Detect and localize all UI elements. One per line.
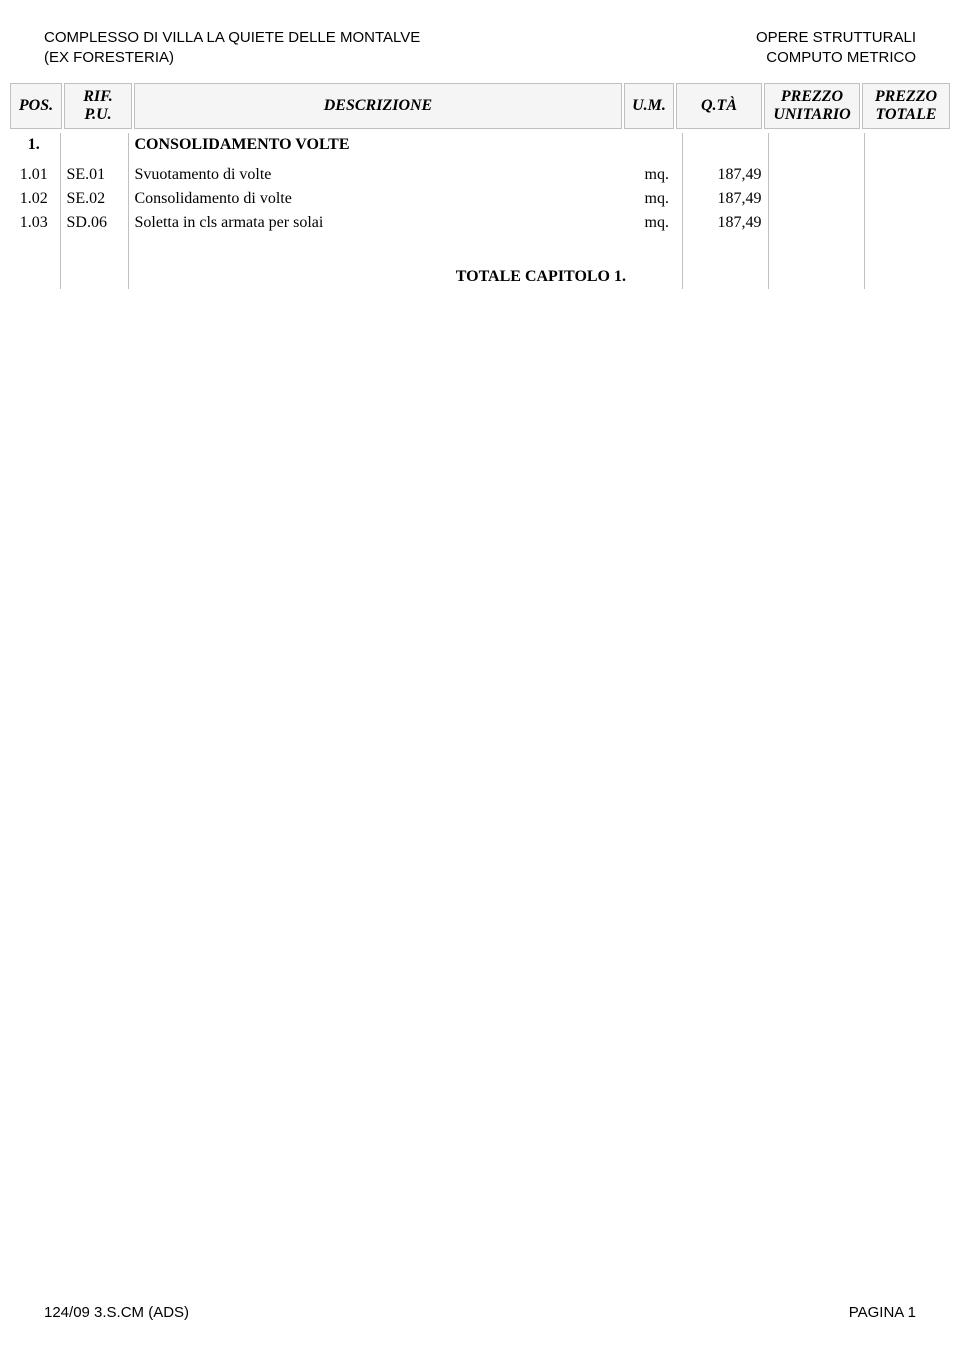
- section-qta-empty: [682, 133, 768, 157]
- cell-qta: 187,49: [682, 187, 768, 211]
- cell-pos: 1.01: [8, 163, 60, 187]
- col-pos: POS.: [10, 83, 62, 130]
- total-rif-empty: [60, 265, 128, 289]
- cell-rif: SD.06: [60, 211, 128, 235]
- cell-pt-empty: [864, 211, 952, 235]
- total-um-empty: [632, 265, 682, 289]
- header-right-line1: OPERE STRUTTURALI: [756, 28, 916, 48]
- col-desc: DESCRIZIONE: [134, 83, 622, 130]
- cell-rif: SE.02: [60, 187, 128, 211]
- spacer-row: [8, 235, 952, 265]
- footer-right: PAGINA 1: [849, 1304, 916, 1321]
- col-rif-line1: RIF.: [83, 88, 113, 105]
- total-row: TOTALE CAPITOLO 1.: [8, 265, 952, 289]
- col-pt: PREZZO TOTALE: [862, 83, 950, 130]
- table-row: 1.01 SE.01 Svuotamento di volte mq. 187,…: [8, 163, 952, 187]
- header-right: OPERE STRUTTURALI COMPUTO METRICO: [756, 28, 916, 69]
- header-left-line2: (EX FORESTERIA): [44, 48, 420, 68]
- page-header: COMPLESSO DI VILLA LA QUIETE DELLE MONTA…: [0, 0, 960, 69]
- col-pu: PREZZO UNITARIO: [764, 83, 860, 130]
- cell-pu-empty: [768, 187, 864, 211]
- cell-qta: 187,49: [682, 163, 768, 187]
- cell-um: mq.: [632, 163, 682, 187]
- total-pu-empty: [768, 265, 864, 289]
- section-um-empty: [632, 133, 682, 157]
- table-container: POS. RIF. P.U. DESCRIZIONE U.M. Q.TÀ PRE…: [8, 81, 952, 290]
- col-pt-line1: PREZZO: [875, 88, 937, 105]
- total-qta-empty: [682, 265, 768, 289]
- cell-pu-empty: [768, 211, 864, 235]
- cell-desc: Svuotamento di volte: [128, 163, 632, 187]
- total-pos-empty: [8, 265, 60, 289]
- col-qta: Q.TÀ: [676, 83, 762, 130]
- section-pos: 1.: [8, 133, 60, 157]
- section-title: CONSOLIDAMENTO VOLTE: [128, 133, 632, 157]
- table-row: 1.02 SE.02 Consolidamento di volte mq. 1…: [8, 187, 952, 211]
- page-footer: 124/09 3.S.CM (ADS) PAGINA 1: [0, 1304, 960, 1321]
- cell-um: mq.: [632, 211, 682, 235]
- col-rif: RIF. P.U.: [64, 83, 132, 130]
- footer-left: 124/09 3.S.CM (ADS): [44, 1304, 189, 1321]
- total-pt-empty: [864, 265, 952, 289]
- cell-pos: 1.02: [8, 187, 60, 211]
- table-row: 1.03 SD.06 Soletta in cls armata per sol…: [8, 211, 952, 235]
- column-header-row: POS. RIF. P.U. DESCRIZIONE U.M. Q.TÀ PRE…: [10, 83, 950, 130]
- cell-rif: SE.01: [60, 163, 128, 187]
- cell-um: mq.: [632, 187, 682, 211]
- col-pu-line1: PREZZO: [781, 88, 843, 105]
- cell-pt-empty: [864, 187, 952, 211]
- cell-pu-empty: [768, 163, 864, 187]
- cell-pt-empty: [864, 163, 952, 187]
- col-rif-line2: P.U.: [84, 106, 111, 123]
- cell-qta: 187,49: [682, 211, 768, 235]
- section-rif-empty: [60, 133, 128, 157]
- header-left: COMPLESSO DI VILLA LA QUIETE DELLE MONTA…: [44, 28, 420, 69]
- total-label: TOTALE CAPITOLO 1.: [128, 265, 632, 289]
- column-header-table: POS. RIF. P.U. DESCRIZIONE U.M. Q.TÀ PRE…: [8, 81, 952, 132]
- section-row: 1. CONSOLIDAMENTO VOLTE: [8, 133, 952, 157]
- col-pt-line2: TOTALE: [875, 106, 936, 123]
- header-left-line1: COMPLESSO DI VILLA LA QUIETE DELLE MONTA…: [44, 28, 420, 48]
- cell-pos: 1.03: [8, 211, 60, 235]
- cell-desc: Consolidamento di volte: [128, 187, 632, 211]
- cell-desc: Soletta in cls armata per solai: [128, 211, 632, 235]
- section-pt-empty: [864, 133, 952, 157]
- col-pu-line2: UNITARIO: [773, 106, 850, 123]
- col-um: U.M.: [624, 83, 674, 130]
- header-right-line2: COMPUTO METRICO: [756, 48, 916, 68]
- data-table: 1. CONSOLIDAMENTO VOLTE 1.01 SE.01 Svuot…: [8, 133, 952, 289]
- section-pu-empty: [768, 133, 864, 157]
